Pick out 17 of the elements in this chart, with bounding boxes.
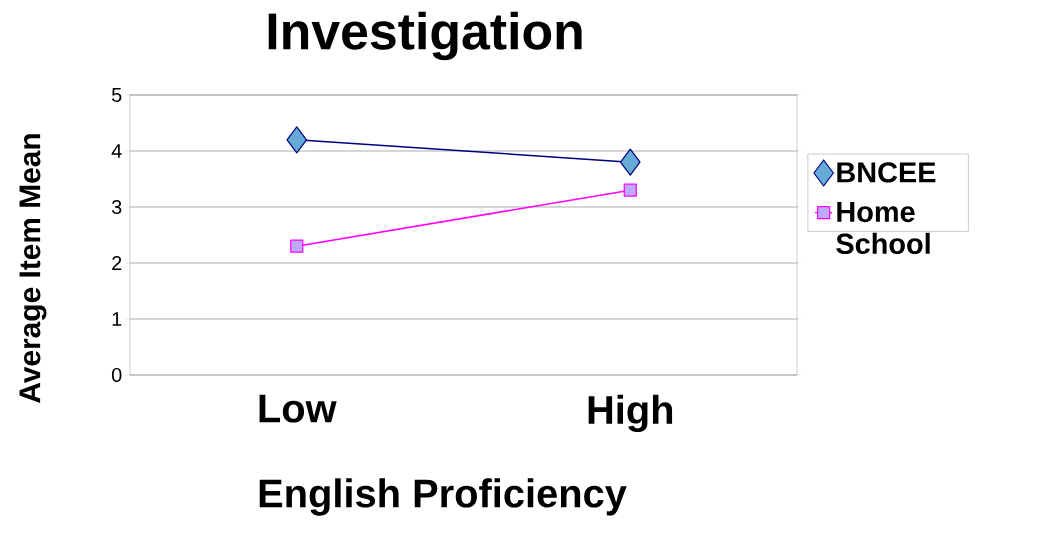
- point: [619, 148, 641, 176]
- y-tick-label: 0: [111, 367, 122, 383]
- chart-title: Investigation: [268, 11, 582, 61]
- point: [290, 239, 304, 253]
- y-tick-label: 1: [112, 312, 122, 326]
- point: [286, 126, 308, 154]
- y-tick-label: 2: [112, 256, 122, 270]
- x-tick-label: Low: [259, 394, 337, 423]
- y-axis-title: Average Item Mean: [19, 134, 47, 403]
- x-tick-label: High: [588, 394, 673, 433]
- point: [623, 183, 637, 197]
- x-axis-title: English Proficiency: [259, 478, 627, 516]
- y-tick-label: 3: [111, 199, 122, 215]
- legend-label: Home School: [836, 201, 930, 255]
- legend-label: BNCEE: [837, 162, 936, 183]
- y-tick-label: 5: [111, 88, 122, 102]
- y-tick-label: 4: [111, 144, 122, 158]
